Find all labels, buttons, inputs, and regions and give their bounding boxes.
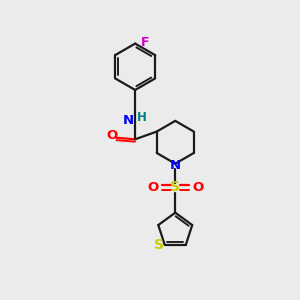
Text: N: N — [123, 114, 134, 128]
Text: O: O — [147, 181, 158, 194]
Text: H: H — [137, 111, 147, 124]
Text: S: S — [170, 180, 180, 194]
Text: O: O — [192, 181, 203, 194]
Text: F: F — [140, 36, 149, 49]
Text: S: S — [154, 238, 164, 252]
Text: N: N — [170, 159, 181, 172]
Text: O: O — [106, 129, 118, 142]
